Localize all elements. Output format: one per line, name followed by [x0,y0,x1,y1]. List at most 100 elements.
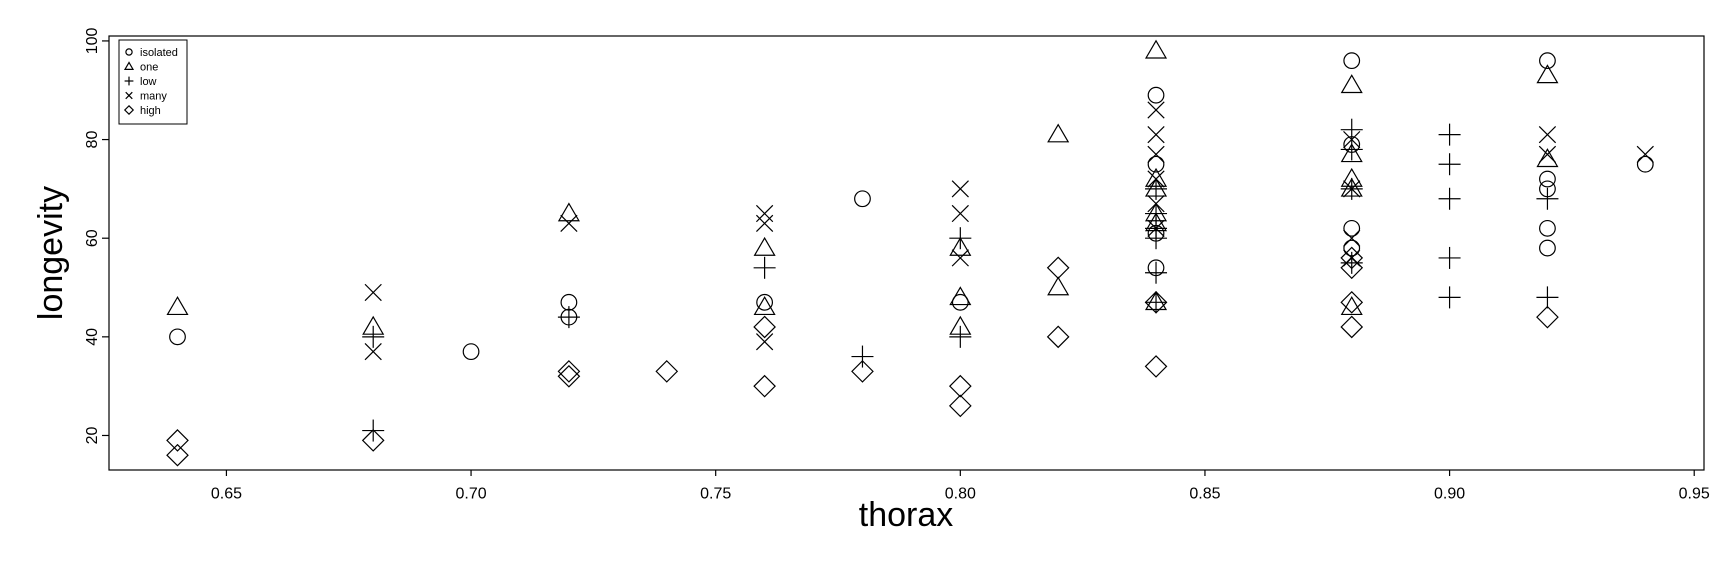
many-point [1147,170,1165,188]
one-point [949,236,972,256]
high-point [948,394,972,418]
legend-label: many [140,91,167,103]
many-point [951,249,969,267]
isolated-point [462,343,480,361]
many-point [1636,145,1654,163]
high-point [1340,290,1364,314]
isolated-point [1539,219,1556,237]
many-point [1147,101,1165,119]
one-point [166,296,189,316]
high-point [1340,246,1364,270]
legend-marker-many [125,91,133,100]
x-tick-label: 0.65 [211,485,242,502]
data-points [166,39,1654,467]
low-point [1145,227,1168,250]
x-tick-label: 0.75 [700,485,731,502]
y-tick-label: 100 [84,27,101,54]
low-point [1145,291,1168,314]
many-point [364,343,382,361]
isolated-point [1539,170,1556,188]
low-point [362,325,385,348]
high-point [166,443,189,467]
legend-box [118,39,188,125]
one-point [1536,64,1559,84]
low-point [1536,187,1559,210]
low-point [753,256,776,279]
isolated-point [756,293,774,311]
one-point [1047,123,1070,143]
high-point [1536,305,1559,329]
low-point [1438,153,1461,176]
y-tick-label: 80 [84,131,101,149]
isolated-point [951,293,969,311]
legend-label: one [140,62,158,74]
high-point [753,374,776,398]
many-point [951,204,969,223]
many-point [1538,145,1557,163]
one-point [1340,143,1363,163]
many-point [755,204,774,223]
one-point [1047,276,1070,296]
high-point [166,429,189,452]
many-point [1343,229,1361,247]
isolated-point [1539,52,1556,70]
x-tick-label: 0.70 [455,485,486,502]
isolated-point [1147,155,1165,173]
isolated-point [1539,239,1556,257]
isolated-point [1147,86,1165,104]
one-point [557,202,580,222]
plot-frame [108,35,1705,471]
legend-label: high [140,105,161,117]
legend-label: low [140,76,157,88]
many-point [1147,195,1165,213]
one-point [753,236,776,256]
many-point [1343,180,1361,198]
y-tick-label: 20 [84,426,101,444]
one-point [753,296,776,316]
low-point [557,306,580,329]
x-tick-label: 0.85 [1189,485,1220,502]
many-point [1147,126,1165,144]
low-point [1340,138,1363,161]
low-point [949,227,972,250]
many-point [1147,219,1165,237]
one-point [1340,74,1363,94]
many-point [1343,130,1361,149]
high-point [361,429,385,452]
isolated-point [1343,52,1361,70]
x-tick-label: 0.80 [945,485,976,502]
low-point [1438,246,1461,269]
y-axis: 20 40 60 80 100 [84,27,109,444]
one-point [1144,39,1168,59]
high-point [948,374,972,398]
low-point [1340,118,1363,141]
legend-marker-high [123,104,135,116]
isolated-point [169,328,186,346]
low-point [1340,251,1363,274]
x-tick-label: 0.90 [1434,485,1465,502]
high-point [851,360,874,383]
low-point [1536,286,1559,309]
low-point [1438,187,1461,210]
y-tick-label: 40 [84,328,101,346]
x-axis: 0.65 0.70 0.75 0.80 0.85 0.90 0.95 [211,470,1710,502]
high-point [1340,315,1364,339]
low-point [1438,286,1461,309]
legend-label: isolated [140,47,178,59]
low-point [851,345,874,368]
many-point [560,214,578,233]
high-point [1046,325,1070,349]
high-point [557,364,581,388]
legend: isolated one low many high [118,39,188,125]
legend-marker-one [123,61,135,70]
many-point [1147,145,1165,163]
one-point [949,286,972,306]
isolated-point [1343,219,1361,237]
low-point [1145,177,1168,200]
many-point [951,180,969,198]
high-point [1144,355,1168,378]
isolated-point [854,190,871,208]
low-point [1438,123,1461,146]
low-point [949,325,972,348]
